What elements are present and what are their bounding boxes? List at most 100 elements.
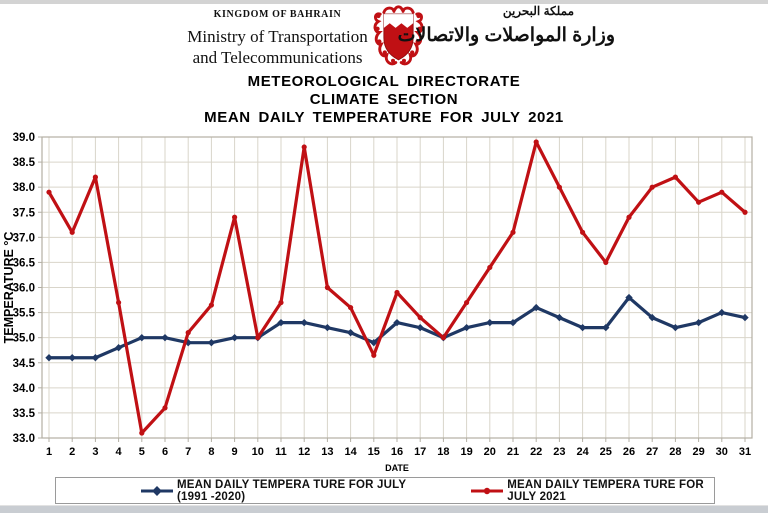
x-tick-label: 5 — [139, 446, 145, 458]
normals-data-point — [648, 313, 656, 322]
x-tick-label: 17 — [414, 446, 426, 458]
normals-data-point — [462, 323, 471, 332]
normals-data-point — [393, 318, 401, 327]
kingdom-of-bahrain-label: KINGDOM OF BAHRAIN — [213, 9, 342, 20]
x-tick-label: 7 — [185, 446, 191, 458]
july-2021-data-point — [719, 189, 725, 195]
july-2021-data-point — [208, 302, 214, 308]
x-tick-label: 12 — [298, 446, 310, 458]
x-tick-label: 30 — [716, 446, 728, 458]
july-2021-data-point — [742, 209, 748, 215]
x-tick-label: 9 — [232, 446, 238, 458]
chart-legend: MEAN DAILY TEMPERA TURE FOR JULY (1991 -… — [55, 477, 715, 504]
y-tick-label: 34.5 — [13, 358, 36, 370]
july-2021-data-point — [672, 174, 679, 180]
temperature-line-chart: 33.0 33.5 34.0 34.5 35.0 35.5 36.0 36.5 37.0 37.5… — [2, 132, 753, 473]
y-tick-label: 38.5 — [13, 157, 36, 169]
july-2021-data-point — [464, 299, 470, 306]
x-tick-label: 14 — [344, 446, 357, 458]
bahrain-coat-of-arms — [373, 5, 424, 66]
x-tick-label: 18 — [437, 446, 449, 458]
legend-red-swatch — [471, 487, 504, 494]
x-tick-label: 26 — [623, 446, 635, 458]
y-tick-label: 36.0 — [13, 283, 35, 295]
july-2021-data-point — [371, 352, 377, 358]
normals-data-point — [486, 318, 494, 327]
july-2021-data-point — [556, 184, 563, 190]
july-2021-data-point — [626, 214, 632, 220]
july-2021-data-point — [255, 335, 261, 341]
x-tick-label: 22 — [530, 446, 542, 458]
x-axis-title: DATE — [385, 463, 409, 473]
july-2021-data-point — [440, 335, 446, 341]
normals-data-point — [277, 318, 285, 327]
x-tick-label: 28 — [669, 446, 681, 458]
x-tick-label: 3 — [92, 446, 98, 458]
normals-data-point — [694, 318, 703, 327]
directorate-title: METEOROLOGICAL DIRECTORATE — [247, 73, 521, 90]
normals-data-point — [578, 323, 587, 332]
normals-data-point — [671, 323, 680, 332]
plot-border — [41, 136, 753, 439]
normals-data-point — [602, 323, 610, 332]
july-2021-data-point — [580, 229, 586, 235]
july-2021-data-point — [603, 259, 609, 266]
normals-data-point — [555, 313, 564, 322]
bottom-window-strip — [0, 505, 768, 513]
x-tick-label: 16 — [391, 446, 403, 458]
normals-data-point — [346, 328, 355, 337]
ministry-name: Ministry of Transportation and Telecommu… — [150, 26, 405, 68]
arabic-kingdom-label: مملكة البحرين — [502, 4, 574, 18]
x-tick-label: 20 — [484, 446, 496, 458]
x-tick-label: 19 — [460, 446, 472, 458]
x-tick-label: 24 — [576, 446, 589, 458]
x-tick-label: 11 — [275, 446, 287, 458]
x-tick-label: 23 — [553, 446, 565, 458]
normals-data-point — [45, 354, 53, 362]
july-2021-data-point — [649, 184, 655, 190]
x-tick-label: 10 — [252, 446, 264, 458]
y-tick-label: 33.0 — [13, 433, 35, 445]
y-tick-label: 35.5 — [13, 308, 36, 320]
x-tick-label: 21 — [507, 446, 519, 458]
july-2021-data-point — [92, 174, 98, 180]
y-tick-label: 35.0 — [13, 333, 35, 345]
july-2021-data-point — [301, 144, 307, 150]
july-2021-data-point — [394, 289, 400, 296]
july-2021-data-point — [232, 214, 238, 220]
july-2021-data-point — [324, 284, 330, 291]
july-2021-data-point — [46, 189, 52, 195]
july-2021-data-point — [533, 139, 539, 145]
top-window-strip — [0, 0, 768, 4]
normals-data-point — [323, 323, 332, 332]
x-tick-label: 2 — [69, 446, 75, 458]
july-2021-data-point — [696, 199, 702, 205]
normals-data-point — [114, 344, 123, 352]
chart-heading: METEOROLOGICAL DIRECTORATE CLIMATE SECTI… — [0, 73, 768, 127]
july-2021-data-point — [185, 330, 191, 336]
legend-label-normals: MEAN DAILY TEMPERA TURE FOR JULY (1991 -… — [177, 478, 406, 503]
normals-data-point — [161, 333, 169, 342]
x-tick-label: 4 — [116, 446, 123, 458]
x-tick-label: 8 — [208, 446, 214, 458]
legend-item-normals: MEAN DAILY TEMPERA TURE FOR JULY (1991 -… — [140, 479, 418, 503]
x-tick-label: 15 — [368, 446, 380, 458]
july-2021-data-point — [487, 264, 493, 271]
july-2021-data-point — [510, 229, 516, 235]
july-2021-data-point — [69, 229, 75, 235]
july-2021-data-point — [278, 299, 284, 306]
y-tick-label: 36.5 — [13, 257, 36, 269]
y-tick-label: 33.5 — [13, 408, 36, 420]
july-2021-data-point — [116, 299, 122, 306]
ministry-name-line1: Ministry of Transportation — [187, 27, 368, 46]
y-tick-label: 37.5 — [13, 207, 36, 219]
legend-item-2021: MEAN DAILY TEMPERA TURE FOR JULY 2021 — [470, 479, 714, 503]
y-tick-label: 38.0 — [13, 182, 35, 194]
normals-data-point — [416, 323, 424, 332]
x-tick-label: 29 — [692, 446, 704, 458]
ministry-name-line2: and Telecommunications — [192, 48, 363, 67]
legend-label-2021: MEAN DAILY TEMPERA TURE FOR JULY 2021 — [507, 478, 704, 503]
normals-data-point — [230, 333, 239, 342]
normals-data-point — [625, 293, 633, 302]
x-tick-label: 25 — [600, 446, 612, 458]
